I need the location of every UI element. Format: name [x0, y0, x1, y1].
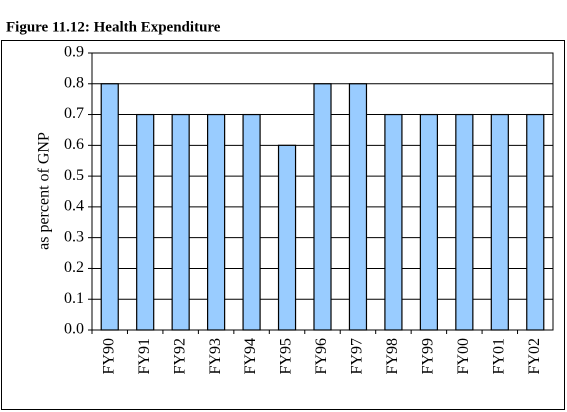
x-tick-label: FY95: [278, 338, 295, 374]
x-tick-label: FY93: [207, 338, 224, 374]
bar: [242, 113, 261, 331]
bar: [490, 113, 509, 331]
bar: [526, 113, 545, 331]
x-tick-label: FY92: [171, 338, 188, 374]
x-tick-label: FY96: [313, 338, 330, 374]
y-tick-label: 0.4: [64, 198, 84, 215]
bar: [136, 113, 155, 331]
bar: [419, 113, 438, 331]
x-tick-label: FY98: [384, 338, 401, 374]
bar: [100, 83, 119, 331]
y-tick-label: 0.0: [64, 321, 84, 338]
bar: [313, 83, 332, 331]
bar: [455, 113, 474, 331]
y-tick-label: 0.7: [64, 105, 84, 122]
bar: [171, 113, 190, 331]
y-tick-label: 0.6: [64, 136, 84, 153]
bar: [348, 83, 368, 331]
x-tick-label: FY99: [420, 338, 437, 374]
y-tick-label: 0.8: [64, 74, 84, 91]
y-tick-label: 0.3: [64, 228, 84, 245]
x-tick-label: FY97: [349, 338, 366, 374]
y-tick-label: 0.5: [64, 167, 84, 184]
chart-title: Figure 11.12: Health Expenditure: [6, 19, 221, 35]
x-tick-label: FY94: [242, 338, 259, 374]
x-tick-label: FY00: [455, 338, 472, 374]
x-tick-label: FY02: [526, 338, 543, 374]
x-tick-label: FY91: [136, 338, 153, 374]
y-axis-label: as percent of GNP: [36, 132, 53, 250]
bar: [277, 144, 297, 331]
y-tick-label: 0.1: [64, 290, 84, 307]
y-tick-label: 0.2: [64, 259, 84, 276]
chart-frame: [1, 40, 565, 410]
x-tick-label: FY90: [100, 338, 117, 374]
x-tick-label: FY01: [490, 338, 507, 374]
bar: [207, 113, 226, 331]
y-tick-label: 0.9: [64, 44, 84, 61]
bar: [384, 113, 403, 331]
